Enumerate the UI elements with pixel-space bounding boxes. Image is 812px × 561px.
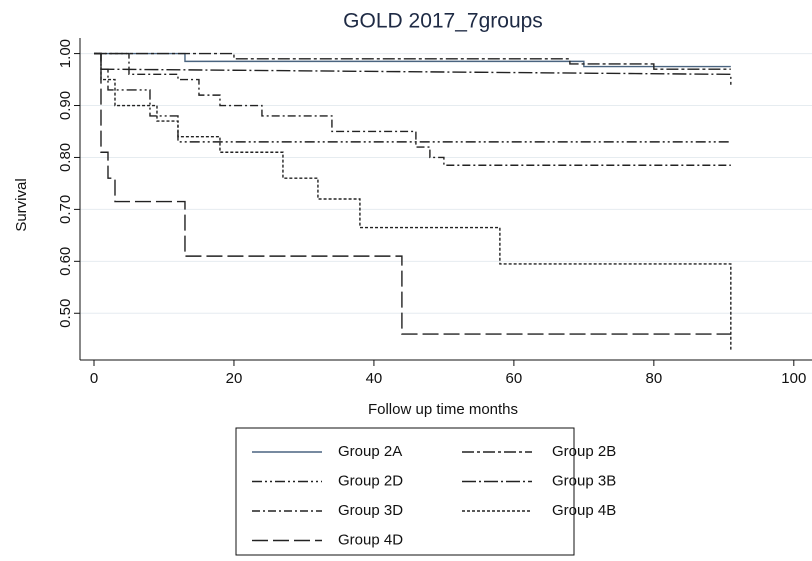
legend-label: Group 3B: [552, 472, 616, 489]
legend-label: Group 2A: [338, 443, 402, 460]
x-axis-label: Follow up time months: [368, 401, 518, 418]
y-tick-label: 0.50: [57, 299, 74, 328]
legend-box: [235, 427, 575, 556]
x-tick-label: 0: [90, 370, 98, 387]
survival-line: [93, 52, 731, 68]
x-tick-label: 20: [226, 370, 243, 387]
legend-label: Group 4B: [552, 502, 616, 519]
y-tick-label: 0.70: [57, 195, 74, 224]
legend-label: Group 2D: [338, 472, 403, 489]
y-axis-label: Survival: [13, 178, 30, 231]
chart-title: GOLD 2017_7groups: [343, 10, 543, 33]
x-tick-label: 100: [781, 370, 806, 387]
survival-line: [93, 52, 731, 166]
survival-line: [93, 52, 731, 70]
y-tick-label: 0.90: [57, 91, 74, 120]
legend-label: Group 4D: [338, 531, 403, 548]
x-tick-label: 80: [645, 370, 662, 387]
y-tick-label: 0.60: [57, 247, 74, 276]
survival-line: [93, 52, 732, 350]
x-tick-label: 40: [366, 370, 383, 387]
y-tick-label: 0.80: [57, 143, 74, 172]
legend-label: Group 2B: [552, 443, 616, 460]
y-tick-label: 1.00: [57, 39, 74, 68]
legend-label: Group 3D: [338, 502, 403, 519]
x-tick-label: 60: [506, 370, 523, 387]
survival-line: [93, 52, 731, 335]
